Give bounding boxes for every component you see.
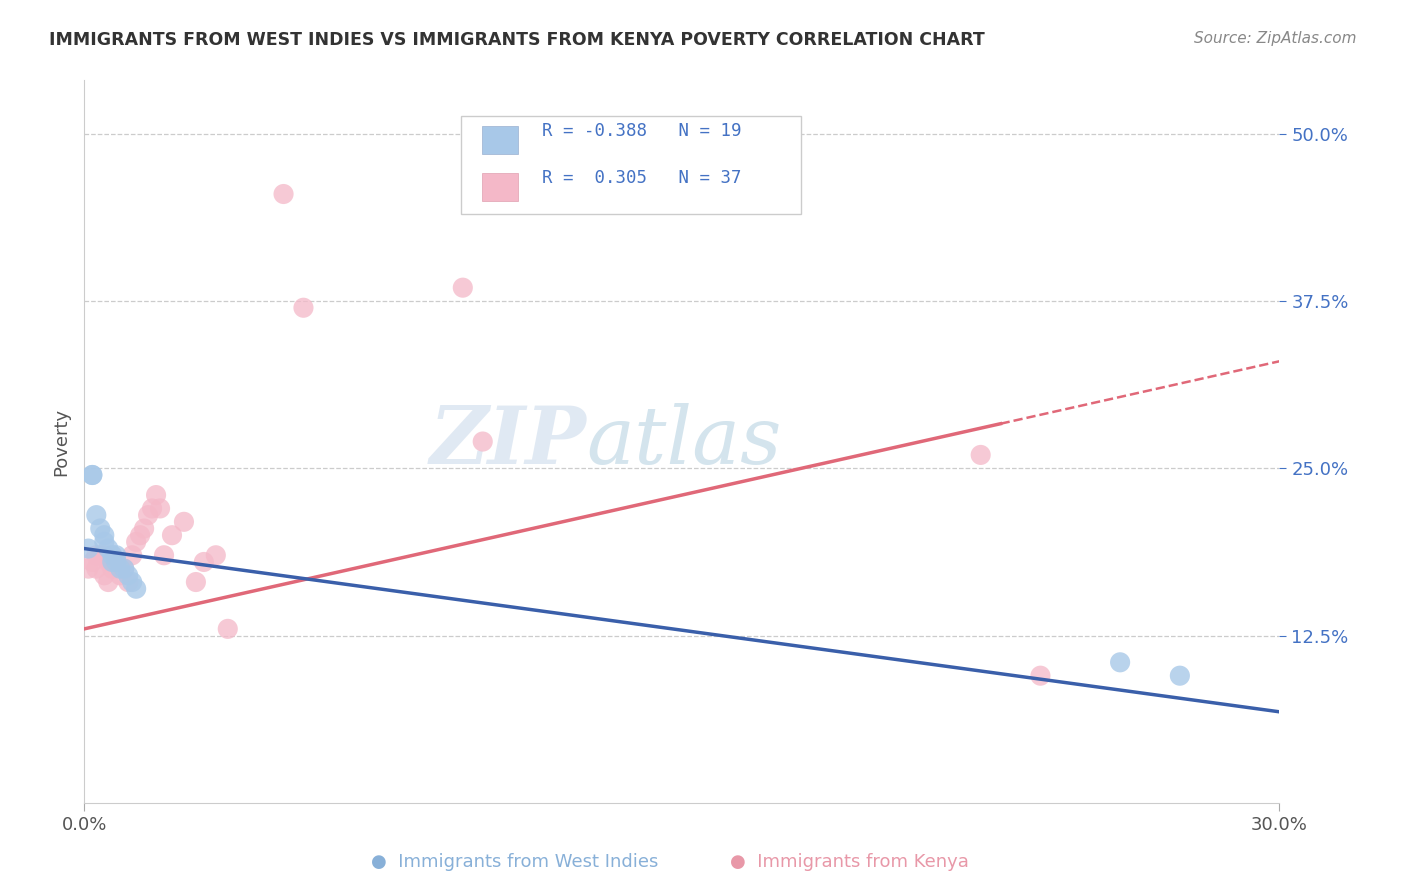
- Point: [93, 528, 115, 542]
- Point: [105, 555, 128, 569]
- Point: [89, 548, 111, 563]
- Text: IMMIGRANTS FROM WEST INDIES VS IMMIGRANTS FROM KENYA POVERTY CORRELATION CHART: IMMIGRANTS FROM WEST INDIES VS IMMIGRANT…: [49, 31, 986, 49]
- Point: [273, 187, 295, 202]
- Point: [292, 301, 315, 315]
- Y-axis label: Poverty: Poverty: [52, 408, 70, 475]
- Point: [105, 548, 128, 563]
- Point: [451, 281, 474, 295]
- Point: [110, 562, 132, 576]
- Point: [173, 515, 195, 529]
- Point: [153, 548, 176, 563]
- Point: [1109, 655, 1132, 669]
- Point: [141, 501, 163, 516]
- Text: ●  Immigrants from West Indies: ● Immigrants from West Indies: [371, 854, 658, 871]
- FancyBboxPatch shape: [461, 117, 801, 214]
- Text: ZIP: ZIP: [429, 403, 586, 480]
- Point: [136, 508, 159, 523]
- Text: R =  0.305   N = 37: R = 0.305 N = 37: [543, 169, 741, 186]
- Point: [97, 555, 120, 569]
- Point: [86, 508, 108, 523]
- Point: [86, 562, 108, 576]
- Point: [184, 575, 207, 590]
- Point: [217, 622, 239, 636]
- Point: [112, 562, 135, 576]
- Point: [1168, 669, 1191, 683]
- Point: [93, 534, 115, 549]
- Point: [1029, 669, 1052, 683]
- Point: [86, 548, 108, 563]
- Point: [82, 467, 104, 482]
- Point: [117, 568, 139, 582]
- FancyBboxPatch shape: [482, 126, 519, 154]
- Point: [129, 528, 152, 542]
- Point: [101, 555, 124, 569]
- Point: [160, 528, 183, 542]
- Point: [125, 534, 148, 549]
- Point: [471, 434, 494, 449]
- Point: [112, 562, 135, 576]
- Point: [93, 568, 115, 582]
- Point: [97, 541, 120, 556]
- Point: [121, 575, 143, 590]
- Point: [89, 521, 111, 535]
- Point: [77, 562, 100, 576]
- Point: [101, 562, 124, 576]
- Text: Source: ZipAtlas.com: Source: ZipAtlas.com: [1194, 31, 1357, 46]
- Point: [93, 548, 115, 563]
- Point: [149, 501, 172, 516]
- Point: [145, 488, 167, 502]
- Text: R = -0.388   N = 19: R = -0.388 N = 19: [543, 122, 741, 140]
- Point: [970, 448, 993, 462]
- Point: [125, 582, 148, 596]
- Point: [101, 548, 124, 563]
- FancyBboxPatch shape: [482, 173, 519, 201]
- Point: [97, 575, 120, 590]
- Text: ●  Immigrants from Kenya: ● Immigrants from Kenya: [730, 854, 969, 871]
- Point: [110, 568, 132, 582]
- Point: [105, 555, 128, 569]
- Point: [110, 562, 132, 576]
- Point: [77, 541, 100, 556]
- Point: [82, 555, 104, 569]
- Point: [132, 521, 156, 535]
- Point: [101, 548, 124, 563]
- Point: [82, 467, 104, 482]
- Point: [193, 555, 215, 569]
- Point: [205, 548, 228, 563]
- Point: [117, 575, 139, 590]
- Point: [121, 548, 143, 563]
- Text: atlas: atlas: [586, 403, 782, 480]
